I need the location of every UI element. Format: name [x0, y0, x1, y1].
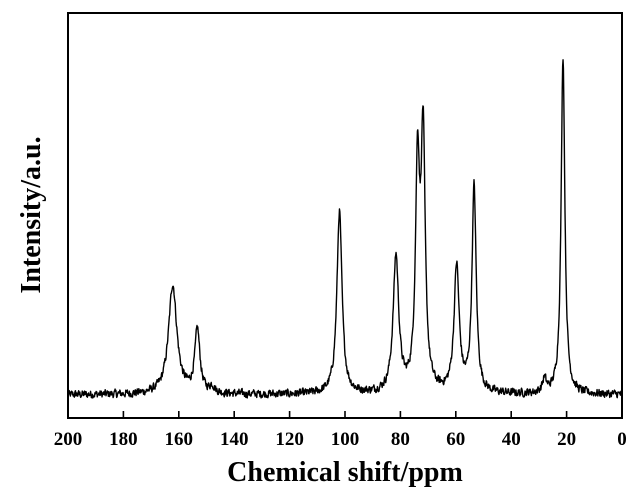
- x-axis-ticks: [67, 411, 623, 418]
- x-tick-label: 180: [109, 429, 138, 450]
- x-tick-label: 100: [331, 429, 360, 450]
- x-tick-label: 120: [275, 429, 304, 450]
- y-axis-title: Intensity/a.u.: [16, 136, 47, 293]
- x-tick-label: 0: [617, 429, 627, 450]
- x-tick-label: 140: [220, 429, 249, 450]
- x-tick-label: 160: [165, 429, 194, 450]
- x-axis-title: Chemical shift/ppm: [227, 457, 463, 488]
- x-tick-label: 80: [391, 429, 410, 450]
- x-tick-label: 60: [446, 429, 465, 450]
- spectrum-line: [67, 59, 623, 399]
- x-tick-label: 200: [54, 429, 83, 450]
- x-tick-label: 40: [502, 429, 521, 450]
- x-axis-tick-labels: 200 180 160 140 120 100 80 60 40 20 0: [54, 429, 627, 450]
- x-tick-label: 20: [557, 429, 576, 450]
